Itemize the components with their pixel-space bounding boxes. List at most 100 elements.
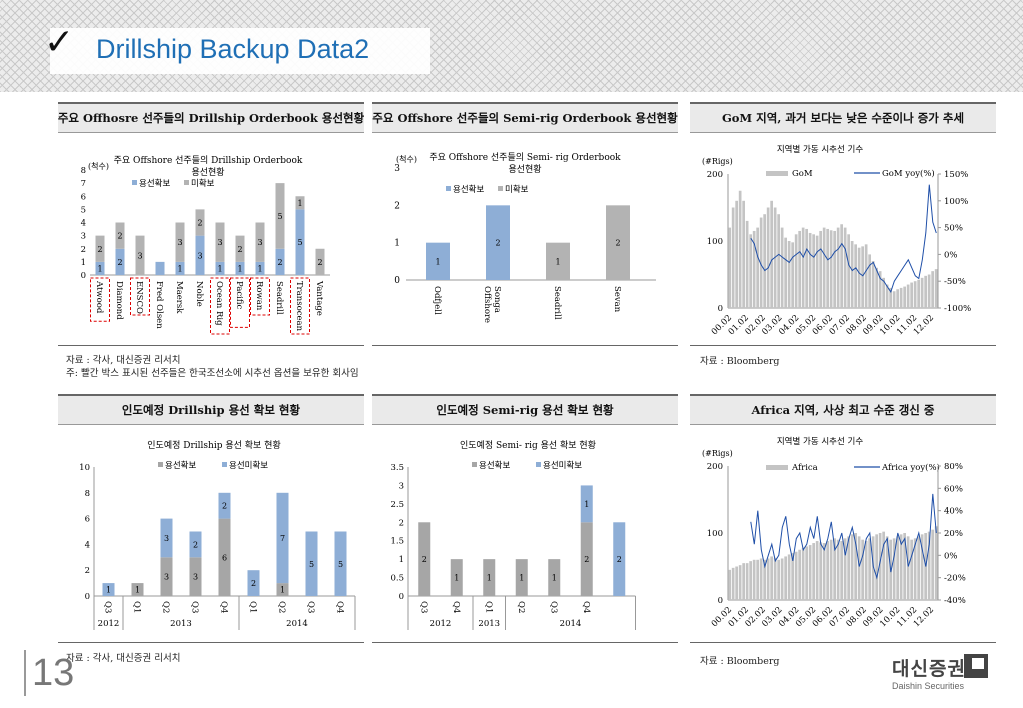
x-tick-label: Fred Olsen [154,281,164,329]
year-label: 2012 [98,619,120,629]
y-tick-label: 3 [394,164,400,174]
x-tick-label: Q3 [548,601,558,613]
bar [450,559,463,596]
bar [189,531,202,558]
chart-africa-rigs: 지역별 가동 시추선 기수 (#Rigs) Africa Africa yoy(%) 0… [702,436,966,629]
x-tick-label: Odfjell [432,286,442,315]
bar [731,567,735,600]
x-tick-label: ENSCO [134,281,144,314]
bar [854,244,857,308]
highlight-box [210,277,230,335]
yoy-line [750,184,937,294]
bar [295,196,305,210]
bar [871,261,875,308]
legend-label: GoM [792,169,813,179]
bar [738,565,742,600]
bar [738,190,742,308]
data-label: 1 [435,257,440,266]
bar [175,222,185,262]
bar [784,237,787,308]
bar [548,559,561,596]
year-label: 2013 [170,619,192,629]
bar [255,222,265,262]
x-tick-label: Sevan [612,286,622,313]
data-label: 2 [197,219,202,228]
bar [131,583,144,596]
bar [847,234,850,308]
bar [899,287,903,308]
bar [794,551,798,600]
bar [787,554,791,600]
bar [927,274,931,308]
data-label: 1 [217,264,222,273]
bar [843,227,847,308]
bar [836,539,840,600]
bar [836,227,840,308]
data-label: 2 [495,239,500,248]
bar [777,559,780,600]
bar [854,533,857,600]
page-number-bar [24,650,26,696]
bar [805,228,808,308]
data-label: 2 [193,540,198,549]
y2-tick-label: -20% [944,574,966,584]
bar [749,234,752,308]
bar [899,534,903,600]
bar [829,539,833,600]
data-label: 2 [615,239,620,248]
bar [215,222,225,262]
data-label: 1 [177,264,182,273]
data-label: 5 [277,212,282,221]
bar [833,230,836,308]
data-label: 2 [617,555,622,564]
bar [752,559,756,600]
page-number: 13 [32,652,75,694]
legend-label: Africa yoy(%) [881,462,940,473]
bar [850,534,854,600]
data-label: 2 [422,555,427,564]
logo-text: 대신증권 [892,658,966,680]
y2-tick-label: 50% [944,224,963,234]
highlight-box [130,277,150,316]
bar [875,267,878,308]
bar [801,547,805,600]
bar [756,559,759,600]
header-pattern [0,0,1023,92]
bar [763,559,766,600]
data-label: 6 [222,553,227,562]
bar [920,534,924,600]
legend-label: GoM yoy(%) [882,168,935,179]
y-tick-label: 1 [81,258,86,268]
bar [763,214,766,308]
data-label: 1 [552,574,557,583]
bar [798,549,801,600]
panel-rule [58,345,364,346]
data-label: 3 [137,251,142,260]
x-tick-label: Atwood [94,280,104,314]
legend-label: Africa [791,463,818,473]
bar [787,241,791,308]
legend-label: 용선확보 [165,460,196,471]
bar [546,242,570,280]
bar [857,247,861,308]
data-label: 2 [117,232,122,241]
bar [276,492,289,584]
data-label: 2 [584,555,589,564]
bar [275,248,285,275]
highlight-box [90,277,110,322]
bar [749,561,752,600]
yoy-line [750,493,937,580]
data-label: 3 [164,534,169,543]
x-tick-label: Noble [194,281,204,307]
bar [819,230,822,308]
y-tick-label: 1.5 [390,537,404,547]
bar [847,536,850,600]
legend-label: 미확보 [505,184,529,195]
y2-tick-label: 100% [944,197,968,207]
chart-title: 지역별 가동 시추선 기수 [777,436,863,447]
bar [115,248,125,275]
bar [882,531,885,600]
bar [794,234,798,308]
bar [913,538,917,600]
y-tick-label: 3.5 [390,463,404,473]
